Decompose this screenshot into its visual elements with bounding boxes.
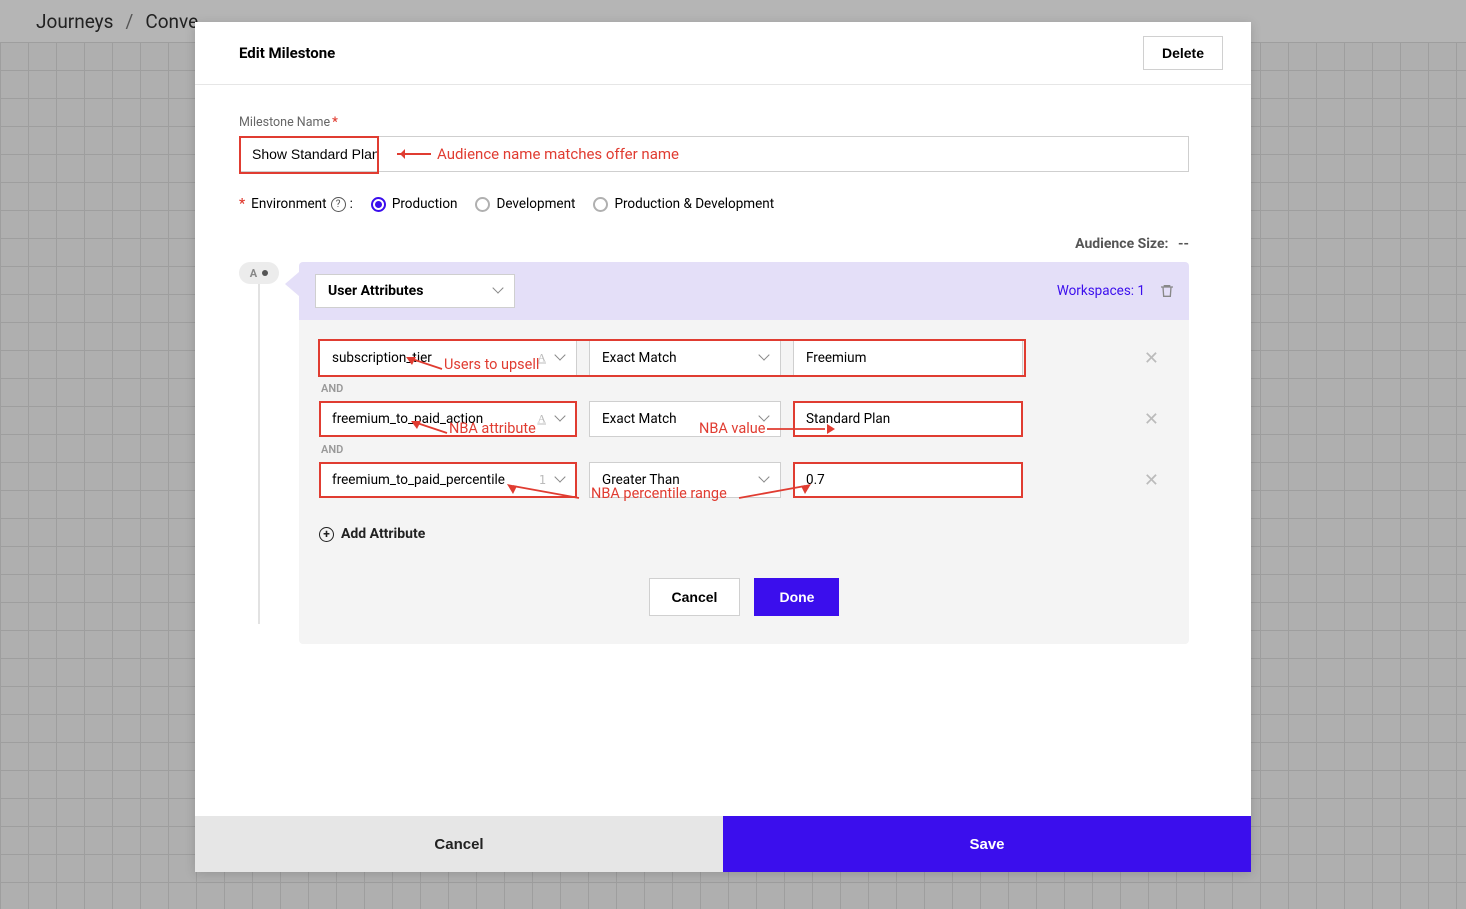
value-input-text: Freemium xyxy=(806,350,866,366)
attribute-select-value: freemium_to_paid_percentile xyxy=(332,472,505,488)
and-connector: AND xyxy=(319,437,1169,462)
chevron-down-icon xyxy=(760,475,770,485)
milestone-name-group: Milestone Name* Audience name matches of… xyxy=(239,115,1189,172)
operator-select[interactable]: Greater Than xyxy=(589,462,781,498)
environment-radio-production[interactable]: Production xyxy=(371,196,458,212)
radio-off-icon xyxy=(475,197,490,212)
chevron-down-icon xyxy=(760,353,770,363)
inner-actions: Cancel Done xyxy=(319,578,1169,616)
panel-notch xyxy=(285,272,299,296)
criteria-builder: A User Attributes Workspaces: 1 xyxy=(239,262,1189,644)
attr-type-icon: A xyxy=(537,351,546,366)
add-attribute-label: Add Attribute xyxy=(341,526,425,542)
modal-header: Edit Milestone Delete xyxy=(195,22,1251,85)
condition-wrap: subscription_tier A Exact Match Freemium xyxy=(319,340,1169,376)
chevron-down-icon xyxy=(760,414,770,424)
modal-body: Milestone Name* Audience name matches of… xyxy=(195,85,1251,816)
criteria-pill[interactable]: A xyxy=(239,262,279,284)
radio-off-icon xyxy=(593,197,608,212)
rail-line xyxy=(258,284,260,624)
edit-milestone-modal: Edit Milestone Delete Milestone Name* Au… xyxy=(195,22,1251,872)
condition-wrap: freemium_to_paid_action A Exact Match St… xyxy=(319,401,1169,437)
chevron-down-icon xyxy=(494,286,504,296)
panel-header-right: Workspaces: 1 xyxy=(1057,283,1173,299)
remove-condition-button[interactable]: ✕ xyxy=(1144,348,1159,369)
condition-row: freemium_to_paid_percentile 1 Greater Th… xyxy=(319,462,1169,498)
operator-select-value: Exact Match xyxy=(602,350,677,366)
milestone-name-label: Milestone Name* xyxy=(239,115,1189,130)
value-input[interactable]: 0.7 xyxy=(793,462,1023,498)
chevron-down-icon xyxy=(556,353,566,363)
environment-label-text: Environment xyxy=(251,196,326,212)
footer-save-button[interactable]: Save xyxy=(723,816,1251,872)
operator-select[interactable]: Exact Match xyxy=(589,340,781,376)
chevron-down-icon xyxy=(556,475,566,485)
required-star-icon: * xyxy=(332,115,338,130)
environment-radio-label: Development xyxy=(496,196,575,212)
audience-size-label: Audience Size: xyxy=(1075,236,1168,252)
milestone-name-input[interactable] xyxy=(239,136,1189,172)
attribute-select[interactable]: freemium_to_paid_percentile 1 xyxy=(319,462,577,498)
criteria-rail: A xyxy=(239,262,279,624)
modal-title: Edit Milestone xyxy=(239,44,335,62)
value-input-text: Standard Plan xyxy=(806,411,890,427)
condition-row: freemium_to_paid_action A Exact Match St… xyxy=(319,401,1169,437)
audience-size-value: -- xyxy=(1178,236,1189,252)
remove-condition-button[interactable]: ✕ xyxy=(1144,409,1159,430)
operator-select-value: Exact Match xyxy=(602,411,677,427)
condition-row: subscription_tier A Exact Match Freemium xyxy=(319,340,1169,376)
operator-select[interactable]: Exact Match xyxy=(589,401,781,437)
delete-button[interactable]: Delete xyxy=(1143,36,1223,70)
environment-group: * Environment ? : Production Development… xyxy=(239,196,1189,212)
radio-on-icon xyxy=(371,197,386,212)
attribute-select-value: subscription_tier xyxy=(332,350,432,366)
value-input-text: 0.7 xyxy=(806,472,825,488)
criteria-panel-header: User Attributes Workspaces: 1 xyxy=(299,262,1189,320)
environment-radio-label: Production xyxy=(392,196,458,212)
milestone-name-row: Audience name matches offer name xyxy=(239,136,1189,172)
trash-icon[interactable] xyxy=(1159,283,1173,299)
workspaces-link[interactable]: Workspaces: 1 xyxy=(1057,283,1145,299)
environment-radio-label: Production & Development xyxy=(614,196,774,212)
remove-condition-button[interactable]: ✕ xyxy=(1144,470,1159,491)
criteria-type-select-value: User Attributes xyxy=(328,283,423,299)
environment-label: * Environment ? : xyxy=(239,196,353,212)
modal-footer: Cancel Save xyxy=(195,816,1251,872)
and-connector: AND xyxy=(319,376,1169,401)
chevron-down-icon xyxy=(556,414,566,424)
attribute-select[interactable]: freemium_to_paid_action A xyxy=(319,401,577,437)
environment-colon: : xyxy=(350,196,353,212)
breadcrumb-root: Journeys xyxy=(36,10,113,33)
audience-size-row: Audience Size: -- xyxy=(239,236,1189,252)
plus-circle-icon: + xyxy=(319,527,334,542)
attr-type-icon: A xyxy=(537,412,546,427)
help-icon[interactable]: ? xyxy=(331,197,346,212)
criteria-panel: User Attributes Workspaces: 1 xyxy=(299,262,1189,644)
value-input[interactable]: Freemium xyxy=(793,340,1023,376)
footer-cancel-button[interactable]: Cancel xyxy=(195,816,723,872)
inner-done-button[interactable]: Done xyxy=(754,578,839,616)
operator-select-value: Greater Than xyxy=(602,472,680,488)
add-attribute-button[interactable]: + Add Attribute xyxy=(319,526,1169,542)
value-input[interactable]: Standard Plan xyxy=(793,401,1023,437)
attr-type-icon: 1 xyxy=(539,473,546,487)
attribute-select[interactable]: subscription_tier A xyxy=(319,340,577,376)
condition-wrap: freemium_to_paid_percentile 1 Greater Th… xyxy=(319,462,1169,498)
criteria-type-select[interactable]: User Attributes xyxy=(315,274,515,308)
breadcrumb-separator: / xyxy=(125,10,133,33)
required-star-icon: * xyxy=(239,196,245,212)
breadcrumb-current: Conve xyxy=(145,10,198,33)
criteria-pill-letter: A xyxy=(250,267,257,280)
dot-icon xyxy=(262,270,268,276)
milestone-name-label-text: Milestone Name xyxy=(239,115,330,130)
criteria-panel-body: subscription_tier A Exact Match Freemium xyxy=(299,320,1189,644)
environment-radio-development[interactable]: Development xyxy=(475,196,575,212)
attribute-select-value: freemium_to_paid_action xyxy=(332,411,483,427)
environment-radio-both[interactable]: Production & Development xyxy=(593,196,774,212)
inner-cancel-button[interactable]: Cancel xyxy=(649,578,741,616)
